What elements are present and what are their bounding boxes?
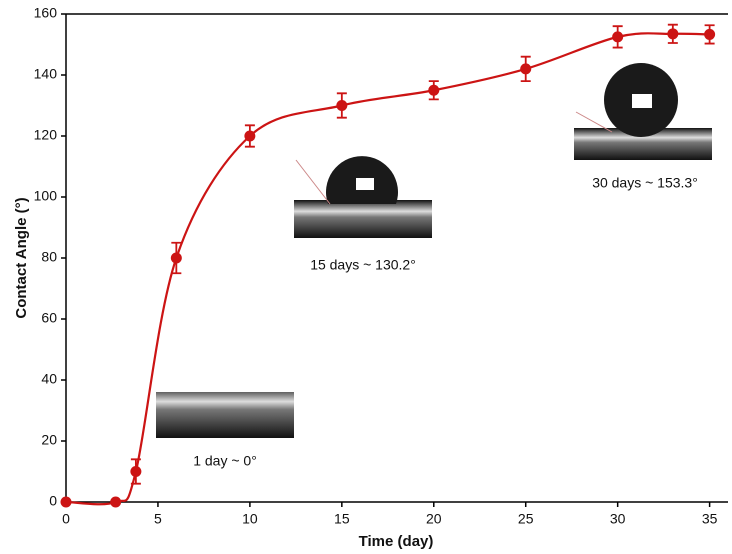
y-tick-label: 80 — [41, 249, 57, 265]
y-tick-label: 60 — [41, 310, 57, 326]
y-tick-label: 160 — [34, 5, 58, 21]
y-tick-label: 20 — [41, 432, 57, 448]
point — [60, 496, 72, 508]
y-tick-label: 40 — [41, 371, 57, 387]
point — [667, 28, 679, 40]
point — [110, 496, 122, 508]
point — [428, 84, 440, 96]
point — [170, 252, 182, 264]
y-tick-label: 120 — [34, 127, 58, 143]
x-tick-label: 35 — [702, 511, 718, 527]
point — [612, 31, 624, 43]
point — [704, 28, 716, 40]
annotation: 30 days ~ 153.3° — [592, 175, 698, 191]
annotation: 15 days ~ 130.2° — [310, 257, 416, 273]
inset-15-days — [294, 140, 432, 238]
x-tick-label: 15 — [334, 511, 350, 527]
inset-1-day — [156, 386, 294, 438]
y-tick-label: 140 — [34, 66, 58, 82]
y-tick-label: 0 — [49, 493, 57, 509]
x-axis-label: Time (day) — [359, 533, 434, 550]
x-tick-label: 20 — [426, 511, 442, 527]
x-tick-label: 10 — [242, 511, 258, 527]
x-tick-label: 25 — [518, 511, 534, 527]
x-tick-label: 5 — [154, 511, 162, 527]
annotation: 1 day ~ 0° — [193, 453, 257, 469]
point — [244, 130, 256, 142]
y-axis-label: Contact Angle (°) — [13, 197, 30, 318]
y-tick-label: 100 — [34, 188, 58, 204]
point — [130, 466, 142, 477]
inset-30-days — [574, 63, 712, 160]
point — [520, 63, 532, 75]
x-tick-label: 30 — [610, 511, 626, 527]
x-tick-label: 0 — [62, 511, 70, 527]
point — [336, 100, 348, 111]
